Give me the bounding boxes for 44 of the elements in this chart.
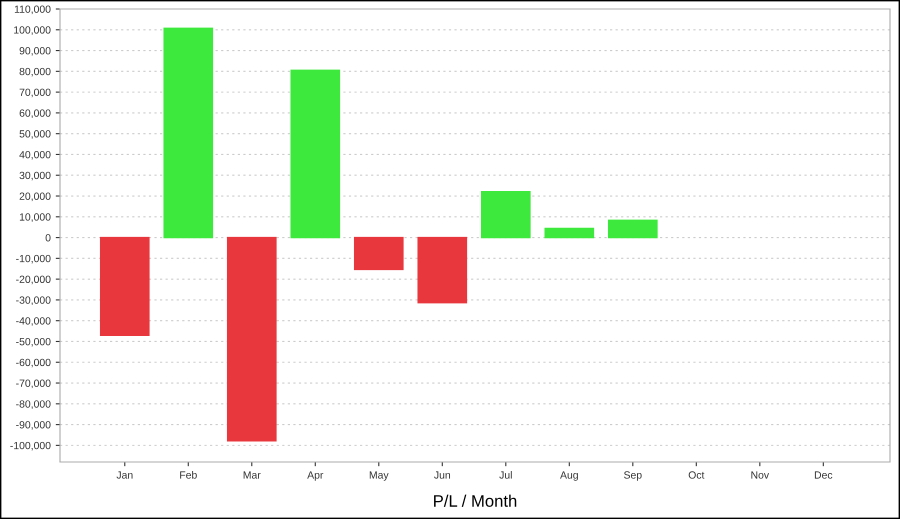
y-tick-label: 70,000 [20,88,51,98]
y-tick-label: -40,000 [16,317,51,326]
x-tick-label: Apr [307,471,324,481]
y-tick-label: 10,000 [20,213,51,222]
x-tick-label: Nov [751,471,770,479]
y-tick-label: 110,000 [14,6,51,14]
x-tick-label: Dec [814,471,832,479]
x-tick-label: Mar [244,471,261,479]
y-tick-label: 40,000 [19,150,51,160]
x-axis-title: P/L / Month [434,494,516,507]
y-tick-label: -10,000 [16,254,51,264]
y-tick-label: 50,000 [20,130,51,139]
y-tick-label: -50,000 [16,338,51,347]
x-tick-label: Feb [180,471,197,479]
bar [163,28,214,238]
bar [608,220,658,238]
x-tick-label: May [370,471,389,481]
x-tick-label: Jul [499,471,512,479]
y-tick-label: -30,000 [16,296,51,306]
x-tick-label: Jun [434,471,450,479]
bar [417,236,468,304]
y-tick-label: 0 [46,234,51,242]
y-tick-label: 60,000 [20,109,51,118]
y-tick-label: -90,000 [16,421,51,430]
y-tick-label: -60,000 [16,358,51,368]
y-tick-label: 20,000 [20,192,51,202]
bar [100,236,150,336]
bar [480,190,531,238]
y-tick-label: -80,000 [16,400,51,409]
bar [354,236,404,270]
y-tick-label: 100,000 [14,26,51,35]
bar [544,228,594,238]
y-tick-label: -100,000 [10,442,51,450]
x-tick-label: Aug [560,471,578,481]
y-tick-label: 30,000 [20,172,51,180]
bar [290,70,340,238]
x-tick-label: Jan [116,471,132,479]
bar [226,236,277,442]
y-tick-label: 80,000 [20,68,51,76]
y-tick-label: -20,000 [16,276,51,284]
y-tick-label: 90,000 [20,47,51,56]
x-tick-label: Oct [688,471,704,479]
x-tick-label: Sep [624,471,642,481]
y-tick-label: -70,000 [16,380,51,388]
